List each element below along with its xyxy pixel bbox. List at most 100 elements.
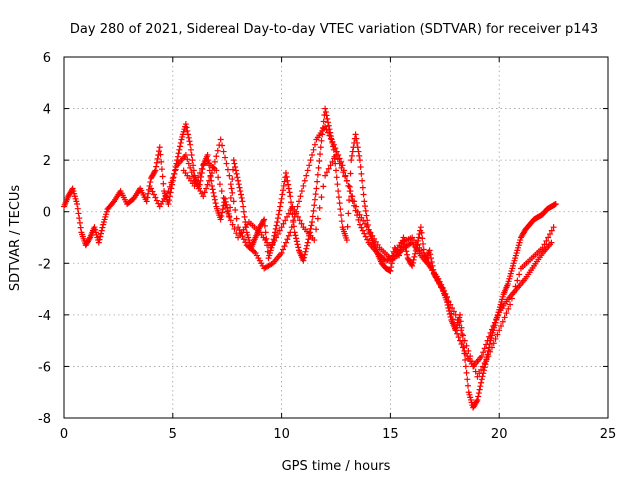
data-point: [452, 327, 459, 334]
data-point: [488, 326, 495, 333]
data-point: [218, 213, 225, 220]
data-point: [455, 334, 462, 341]
data-point: [356, 157, 363, 164]
data-point: [197, 170, 203, 177]
data-point: [310, 207, 317, 214]
data-point: [232, 164, 239, 171]
data-point: [335, 194, 342, 201]
data-point: [358, 170, 365, 177]
grid: [64, 57, 608, 418]
data-point: [159, 173, 166, 180]
data-point: [174, 153, 181, 160]
data-point: [271, 237, 278, 244]
data-point: [197, 177, 204, 184]
data-point: [501, 314, 508, 321]
data-point: [95, 239, 102, 246]
data-point: [439, 287, 446, 294]
data-point: [218, 188, 225, 195]
data-point: [481, 345, 488, 352]
data-point: [168, 179, 175, 186]
data-point: [459, 344, 466, 351]
data-point: [224, 208, 231, 215]
data-point: [477, 383, 484, 390]
data-point: [335, 188, 342, 195]
data-point: [361, 198, 368, 205]
data-point: [154, 155, 161, 162]
data-point: [427, 251, 434, 258]
y-tick-label: 4: [43, 103, 51, 118]
data-point: [479, 363, 486, 370]
data-point: [417, 224, 424, 231]
y-tick-label: 6: [43, 51, 51, 66]
data-point: [195, 174, 202, 181]
data-point: [303, 172, 310, 179]
data-point: [166, 183, 173, 190]
data-point: [472, 368, 479, 375]
data-point: [280, 246, 287, 253]
data-point: [318, 137, 325, 144]
data-point: [323, 169, 330, 176]
data-point: [231, 225, 238, 232]
data-point: [512, 283, 519, 290]
data-point: [295, 244, 302, 251]
data-point: [487, 329, 494, 336]
data-point: [327, 135, 334, 142]
data-point: [175, 150, 182, 157]
data-point: [320, 118, 327, 125]
data-point: [338, 218, 345, 225]
data-point: [356, 221, 363, 228]
data-point: [293, 210, 300, 217]
data-point: [285, 232, 292, 239]
data-point: [237, 188, 244, 195]
data-point: [546, 231, 553, 238]
data-point: [236, 184, 243, 191]
data-point: [240, 208, 247, 215]
data-point: [343, 237, 350, 244]
data-point: [426, 247, 433, 254]
data-point: [267, 244, 274, 251]
data-point: [288, 224, 295, 231]
data-point: [185, 160, 192, 167]
data-point: [409, 262, 416, 269]
data-point: [488, 344, 495, 351]
data-point: [490, 340, 497, 347]
data-point: [314, 171, 321, 178]
data-point: [336, 160, 343, 167]
data-point: [187, 164, 194, 171]
data-point: [219, 206, 226, 213]
y-axis-label: SDTVAR / TECUs: [8, 185, 23, 292]
data-point: [325, 129, 332, 136]
data-point: [227, 217, 234, 224]
data-point: [97, 230, 104, 237]
data-point: [184, 127, 191, 134]
data-point: [322, 105, 329, 112]
data-point: [458, 327, 465, 334]
data-point: [363, 212, 370, 219]
data-point: [465, 382, 472, 389]
data-point: [201, 189, 208, 196]
data-point: [322, 123, 329, 130]
y-tick-label: -8: [38, 412, 51, 427]
data-point: [415, 234, 422, 241]
data-point: [301, 254, 308, 261]
y-tick-label: -4: [38, 309, 51, 324]
data-point: [207, 173, 214, 180]
data-point: [182, 151, 189, 158]
data-point: [217, 216, 224, 223]
data-point: [216, 181, 223, 188]
data-point: [229, 221, 236, 228]
data-point: [222, 195, 229, 202]
data-point: [317, 151, 324, 158]
data-point: [214, 147, 221, 154]
data-point: [427, 263, 434, 270]
data-point: [280, 220, 287, 227]
data-point: [347, 170, 354, 177]
data-point: [486, 333, 493, 340]
data-point: [470, 363, 477, 370]
data-point: [160, 180, 167, 187]
data-point: [99, 224, 106, 231]
data-point: [313, 185, 320, 192]
data-point: [344, 223, 351, 230]
data-point: [474, 373, 481, 380]
